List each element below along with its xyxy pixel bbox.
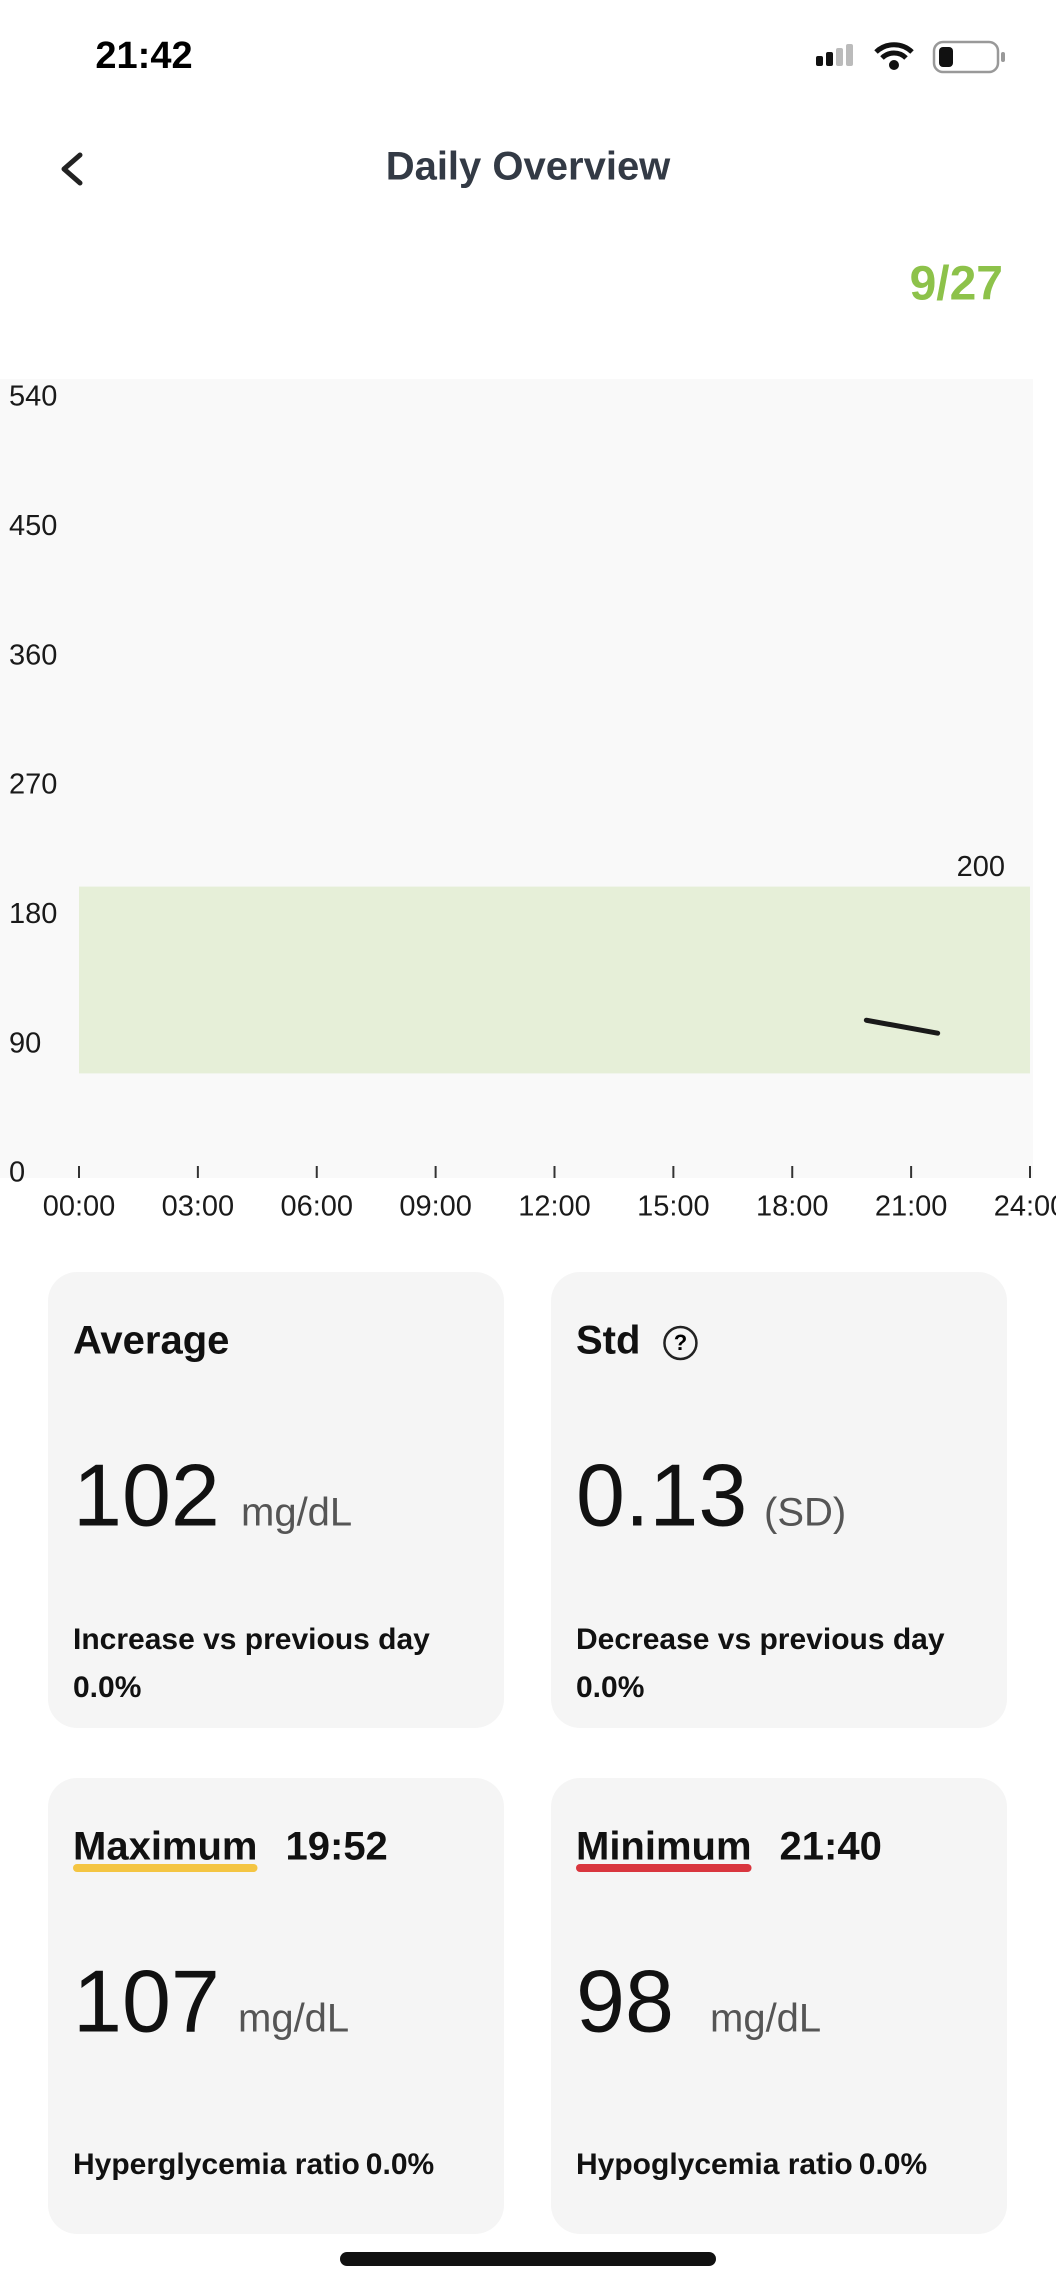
card-footer: Hypoglycemia ratio	[576, 2148, 853, 2181]
y-tick-label: 180	[9, 898, 57, 930]
date-label[interactable]: 9/27	[910, 258, 1003, 311]
x-tick-label: 00:00	[43, 1191, 116, 1223]
card-unit: mg/dL	[710, 1997, 821, 2041]
help-icon-glyph[interactable]: ?	[674, 1330, 687, 1355]
card-unit: mg/dL	[238, 1997, 349, 2041]
help-icon[interactable]	[663, 1325, 698, 1361]
y-tick-label: 0	[9, 1157, 25, 1189]
card-value: 98	[576, 1951, 674, 2050]
target-upper-label: 200	[957, 851, 1005, 883]
card-footer-value: 0.0%	[73, 1671, 141, 1704]
card-label: Average	[73, 1319, 229, 1363]
x-tick-label: 15:00	[637, 1191, 710, 1223]
x-tick-label: 06:00	[280, 1191, 353, 1223]
card-label: Maximum	[73, 1825, 258, 1869]
home-indicator	[340, 2252, 716, 2266]
y-tick-label: 450	[9, 510, 57, 542]
card-value: 0.13	[576, 1445, 747, 1544]
card-unit: mg/dL	[241, 1491, 352, 1535]
x-tick-label: 18:00	[756, 1191, 829, 1223]
card-time: 21:40	[780, 1825, 882, 1869]
card-time: 19:52	[286, 1825, 388, 1869]
page-title: Daily Overview	[386, 145, 671, 189]
x-tick-label: 24:00	[994, 1191, 1056, 1223]
y-tick-label: 90	[9, 1027, 41, 1059]
card-unit: (SD)	[764, 1491, 846, 1535]
glucose-line	[863, 1017, 941, 1036]
y-tick-label: 540	[9, 381, 57, 413]
y-tick-label: 360	[9, 639, 57, 671]
card-footer-value: 0.0%	[366, 2148, 434, 2181]
target-range	[79, 886, 1030, 1074]
cards: Average 102 mg/dL Increase vs previous day 0…	[48, 1272, 1007, 2234]
card-footer: Decrease vs previous day	[576, 1623, 945, 1656]
label-underline	[73, 1864, 258, 1872]
x-tick-label: 12:00	[518, 1191, 591, 1223]
card-footer: Increase vs previous day	[73, 1623, 430, 1656]
card-footer: Hyperglycemia ratio	[73, 2148, 360, 2181]
chart: 200 0 90 180 270 360 450 540 00:00 03:00 06:00 09:0…	[9, 381, 1056, 1223]
stat-card	[551, 1272, 1007, 1728]
stat-card	[48, 1778, 504, 2234]
status-time: 21:42	[95, 35, 192, 77]
status-icons	[816, 40, 1005, 74]
card-footer-value: 0.0%	[859, 2148, 927, 2181]
card-value: 102	[73, 1445, 220, 1544]
card-value: 107	[73, 1951, 220, 2050]
stat-card	[48, 1272, 504, 1728]
stat-card	[551, 1778, 1007, 2234]
x-tick-label: 09:00	[399, 1191, 472, 1223]
x-tick-label: 03:00	[162, 1191, 235, 1223]
card-label: Std	[576, 1319, 640, 1363]
label-underline	[576, 1864, 752, 1872]
card-footer-value: 0.0%	[576, 1671, 644, 1704]
card-label: Minimum	[576, 1825, 752, 1869]
x-tick-label: 21:00	[875, 1191, 948, 1223]
y-tick-label: 270	[9, 769, 57, 801]
back-button[interactable]	[61, 152, 83, 186]
